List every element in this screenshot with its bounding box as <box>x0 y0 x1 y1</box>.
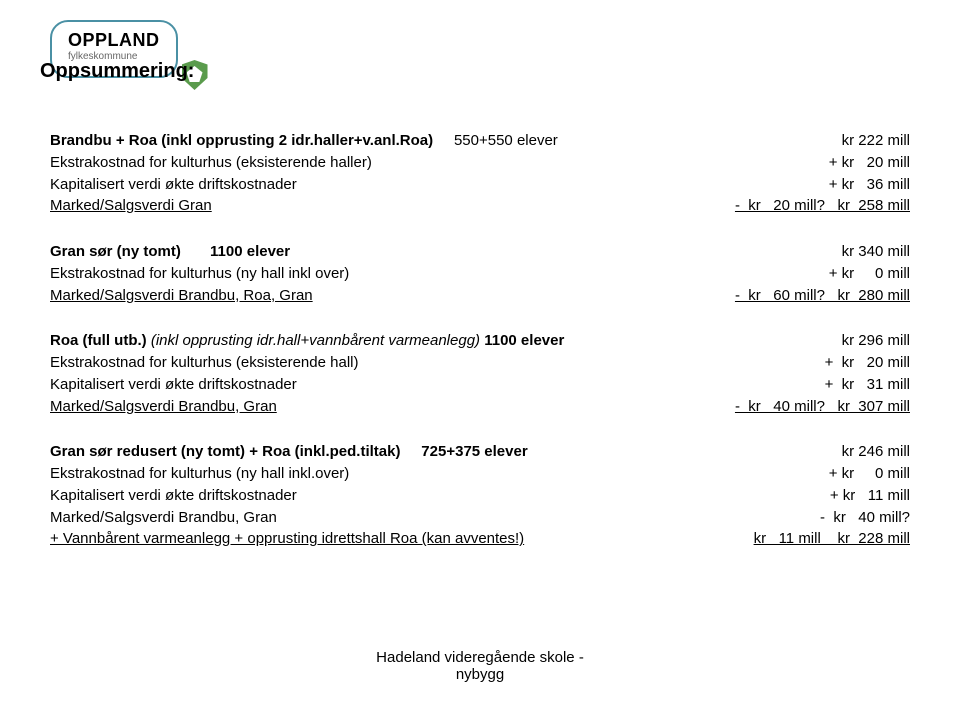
footer: Hadeland videregående skole - nybygg <box>0 649 960 683</box>
summary-block-4: Gran sør redusert (ny tomt) + Roa (inkl.… <box>50 441 910 550</box>
b3-l3-right: + kr 31 mill <box>690 374 910 396</box>
b2-l2-left: Ekstrakostnad for kulturhus (ny hall ink… <box>50 263 690 285</box>
b3-l4-left: Marked/Salgsverdi Brandbu, Gran <box>50 396 690 418</box>
page-title: Oppsummering: <box>40 60 194 83</box>
b3-l2-left: Ekstrakostnad for kulturhus (eksisterend… <box>50 352 690 374</box>
footer-line1: Hadeland videregående skole - <box>0 649 960 666</box>
summary-block-3: Roa (full utb.) (inkl opprusting idr.hal… <box>50 330 910 417</box>
b4-l4-right: - kr 40 mill? <box>690 507 910 529</box>
b3-l4-right: - kr 40 mill? kr 307 mill <box>690 396 910 418</box>
logo-brand: OPPLAND <box>68 30 160 51</box>
content: Brandbu + Roa (inkl opprusting 2 idr.hal… <box>50 30 910 550</box>
b4-l4-left: Marked/Salgsverdi Brandbu, Gran <box>50 507 690 529</box>
b2-l1-right: kr 340 mill <box>690 241 910 263</box>
b2-l2-right: + kr 0 mill <box>690 263 910 285</box>
b1-l4-right: - kr 20 mill? kr 258 mill <box>690 195 910 217</box>
summary-block-2: Gran sør (ny tomt) 1100 elever kr 340 mi… <box>50 241 910 306</box>
b4-l3-right: + kr 11 mill <box>690 485 910 507</box>
footer-line2: nybygg <box>0 666 960 683</box>
b4-l5-right: kr 11 mill kr 228 mill <box>690 528 910 550</box>
summary-block-1: Brandbu + Roa (inkl opprusting 2 idr.hal… <box>50 130 910 217</box>
b4-l1-right: kr 246 mill <box>690 441 910 463</box>
b4-l1-left: Gran sør redusert (ny tomt) + Roa (inkl.… <box>50 441 690 463</box>
b1-l2-right: + kr 20 mill <box>690 152 910 174</box>
b3-l1-right: kr 296 mill <box>690 330 910 352</box>
b4-l3-left: Kapitalisert verdi økte driftskostnader <box>50 485 690 507</box>
b4-l5-left: + Vannbårent varmeanlegg + opprusting id… <box>50 528 690 550</box>
b4-l2-right: + kr 0 mill <box>690 463 910 485</box>
b3-l1-left: Roa (full utb.) (inkl opprusting idr.hal… <box>50 330 690 352</box>
b1-l1-left: Brandbu + Roa (inkl opprusting 2 idr.hal… <box>50 130 690 152</box>
b1-l3-right: + kr 36 mill <box>690 174 910 196</box>
b3-l3-left: Kapitalisert verdi økte driftskostnader <box>50 374 690 396</box>
b2-l3-left: Marked/Salgsverdi Brandbu, Roa, Gran <box>50 285 690 307</box>
b1-l4-left: Marked/Salgsverdi Gran <box>50 195 690 217</box>
b2-l3-right: - kr 60 mill? kr 280 mill <box>690 285 910 307</box>
b2-l1-left: Gran sør (ny tomt) 1100 elever <box>50 241 690 263</box>
b3-l2-right: + kr 20 mill <box>690 352 910 374</box>
b1-l1-right: kr 222 mill <box>690 130 910 152</box>
b4-l2-left: Ekstrakostnad for kulturhus (ny hall ink… <box>50 463 690 485</box>
b1-l2-left: Ekstrakostnad for kulturhus (eksisterend… <box>50 152 690 174</box>
b1-l3-left: Kapitalisert verdi økte driftskostnader <box>50 174 690 196</box>
